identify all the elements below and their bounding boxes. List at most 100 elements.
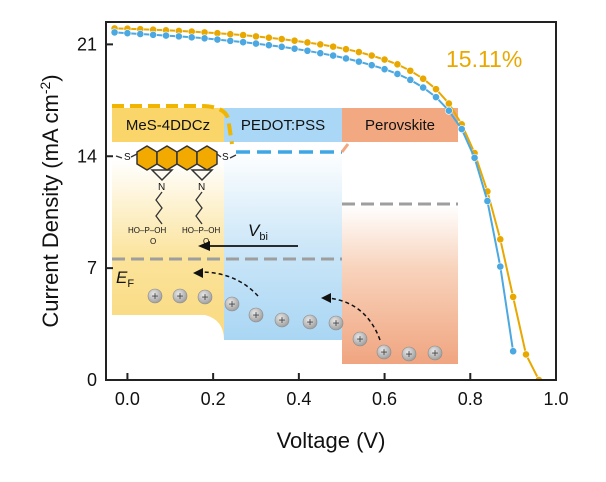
hole-symbol: + bbox=[380, 345, 387, 359]
series-point-1 bbox=[136, 30, 145, 38]
series-point-0 bbox=[277, 35, 286, 44]
hole-transfer-arrow-right bbox=[327, 297, 381, 341]
molecule-n-left: N bbox=[158, 182, 165, 193]
series-point-0 bbox=[393, 60, 402, 69]
series-point-1 bbox=[406, 75, 415, 84]
molecule-s-right: S bbox=[222, 152, 229, 163]
x-tick-label: 0.4 bbox=[286, 389, 311, 409]
series-point-0 bbox=[303, 38, 312, 47]
hole-icon bbox=[401, 346, 417, 362]
series-point-0 bbox=[290, 36, 299, 45]
hole-symbol: + bbox=[306, 315, 313, 329]
series-point-1 bbox=[483, 197, 492, 205]
series-point-0 bbox=[226, 30, 235, 39]
vbi-arrowhead-icon bbox=[198, 241, 210, 251]
hole-symbol: + bbox=[431, 346, 438, 360]
hole-icon bbox=[172, 288, 188, 304]
arrowhead-right-icon bbox=[321, 293, 331, 303]
molecule-o-right: O bbox=[203, 237, 209, 246]
hole-icon bbox=[224, 296, 240, 312]
series-point-1 bbox=[110, 28, 119, 37]
series-point-1 bbox=[329, 51, 338, 60]
hole-icon bbox=[147, 288, 163, 304]
mes-4ddcz-molecule-icon: S S N N HO–P–OH HO–P–OH O O bbox=[115, 145, 237, 246]
series-point-1 bbox=[419, 83, 428, 92]
series-point-0 bbox=[329, 42, 338, 51]
series-point-1 bbox=[290, 44, 299, 53]
series-point-1 bbox=[200, 34, 209, 43]
hole-symbol: + bbox=[405, 347, 412, 361]
series-point-0 bbox=[406, 66, 415, 75]
perov-label-box bbox=[342, 108, 458, 142]
pedot-label: PEDOT:PSS bbox=[241, 117, 325, 134]
hole-icon bbox=[197, 289, 213, 305]
molecule-po-right: HO–P–OH bbox=[182, 226, 220, 235]
series-point-1 bbox=[187, 33, 196, 42]
series-point-1 bbox=[457, 125, 466, 133]
series-point-0 bbox=[316, 40, 325, 49]
series-point-1 bbox=[444, 106, 453, 115]
arrowhead-left-icon bbox=[193, 268, 203, 278]
pedot-label-box bbox=[224, 108, 342, 142]
hole-icon bbox=[328, 315, 344, 331]
series-point-1 bbox=[123, 29, 132, 38]
perov-label: Perovskite bbox=[365, 117, 435, 134]
plot-frame bbox=[105, 21, 557, 381]
series-point-0 bbox=[419, 74, 428, 83]
hole-icon bbox=[302, 314, 318, 330]
pce-annotation: 15.11% bbox=[446, 46, 522, 72]
fermi-level-label: EF bbox=[116, 268, 134, 290]
perov-dashed-level bbox=[340, 143, 350, 153]
hole-symbol: + bbox=[252, 308, 259, 322]
series-point-1 bbox=[239, 38, 248, 47]
series-point-0 bbox=[522, 350, 530, 359]
series-point-1 bbox=[264, 41, 273, 50]
hole-symbol: + bbox=[151, 289, 158, 303]
series-point-0 bbox=[380, 55, 389, 64]
series-point-0 bbox=[509, 292, 518, 301]
x-tick-label: 0.0 bbox=[115, 389, 140, 409]
series-point-0 bbox=[367, 51, 376, 60]
series-point-0 bbox=[354, 48, 363, 56]
y-tick-label: 21 bbox=[77, 34, 97, 54]
series-point-0 bbox=[252, 32, 260, 41]
y-axis-label: Current Density (mA cm-2) bbox=[37, 74, 63, 327]
series-point-1 bbox=[226, 36, 235, 45]
series-point-1 bbox=[252, 39, 260, 48]
series-point-1 bbox=[213, 35, 222, 44]
series-point-1 bbox=[149, 30, 158, 39]
series-point-1 bbox=[277, 42, 286, 51]
hole-icon bbox=[352, 331, 368, 347]
series-point-1 bbox=[354, 57, 363, 66]
x-tick-label: 1.0 bbox=[543, 389, 568, 409]
x-tick-label: 0.6 bbox=[372, 389, 397, 409]
hole-symbol: + bbox=[228, 297, 235, 311]
hole-icon bbox=[427, 345, 443, 361]
perovskite-region bbox=[342, 205, 458, 364]
mes-4ddcz-region bbox=[112, 160, 224, 340]
mes-label-box bbox=[112, 108, 224, 142]
series-point-0 bbox=[496, 235, 505, 244]
series-point-1 bbox=[316, 49, 325, 58]
hole-icon bbox=[376, 344, 392, 360]
hole-icon bbox=[274, 312, 290, 328]
series-point-0 bbox=[239, 31, 248, 40]
hole-symbol: + bbox=[356, 332, 363, 346]
y-axis-ticks: 0 7 14 21 bbox=[77, 34, 113, 390]
series-point-0 bbox=[342, 45, 350, 54]
hole-symbol: + bbox=[201, 290, 208, 304]
series-point-1 bbox=[303, 46, 312, 55]
holes-group: + + + + + + + + + + + + bbox=[147, 288, 443, 362]
x-tick-label: 0.2 bbox=[201, 389, 226, 409]
series-point-1 bbox=[162, 31, 170, 40]
hole-symbol: + bbox=[176, 289, 183, 303]
molecule-po-left: HO–P–OH bbox=[128, 226, 166, 235]
x-axis-ticks: 0.0 0.2 0.4 0.6 0.8 1.0 bbox=[115, 373, 569, 409]
molecule-o-left: O bbox=[150, 237, 156, 246]
molecule-n-right: N bbox=[198, 182, 205, 193]
series-point-1 bbox=[432, 93, 440, 102]
series-point-1 bbox=[380, 65, 389, 74]
x-axis-label: Voltage (V) bbox=[277, 428, 386, 453]
series-point-0 bbox=[264, 33, 273, 42]
